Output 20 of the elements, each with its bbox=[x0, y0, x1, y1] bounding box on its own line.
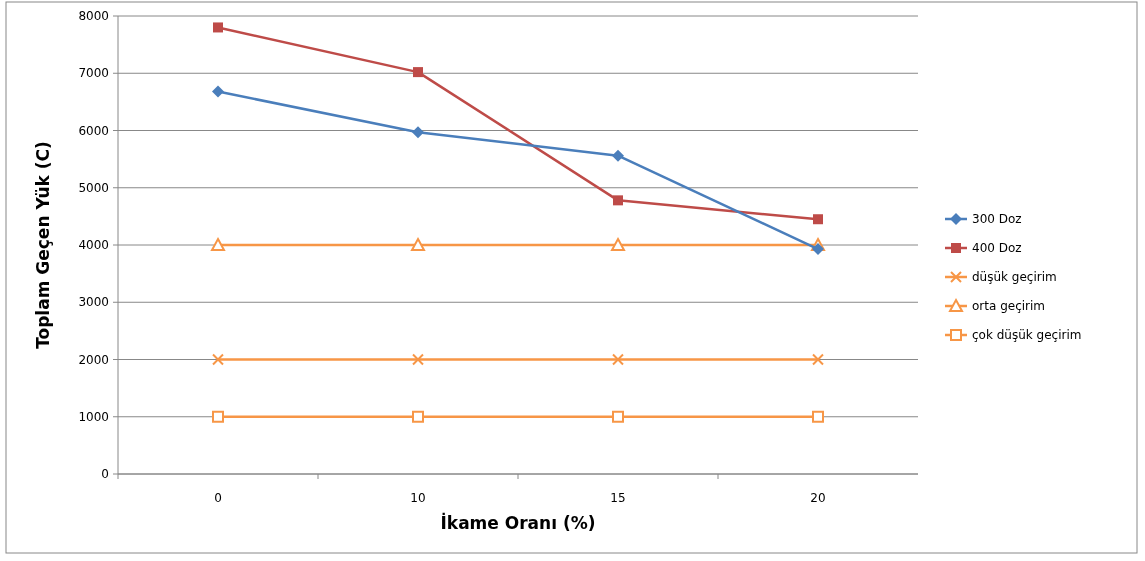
y-tick-label: 5000 bbox=[78, 180, 109, 195]
legend-label: düşük geçirim bbox=[972, 270, 1057, 285]
y-tick-label: 0 bbox=[101, 467, 109, 482]
legend-label: çok düşük geçirim bbox=[972, 328, 1082, 343]
x-tick-label: 0 bbox=[214, 491, 222, 505]
x-axis-title: İkame Oranı (%) bbox=[440, 512, 596, 533]
y-tick-label: 1000 bbox=[78, 409, 109, 424]
x-tick-label: 15 bbox=[610, 491, 626, 505]
y-tick-label: 8000 bbox=[78, 9, 109, 24]
legend-label: orta geçirim bbox=[972, 299, 1046, 314]
y-tick-label: 4000 bbox=[78, 238, 109, 253]
x-tick-label: 20 bbox=[810, 491, 826, 505]
x-tick-label: 10 bbox=[410, 491, 426, 505]
y-tick-label: 3000 bbox=[78, 295, 109, 310]
y-tick-label: 6000 bbox=[78, 123, 109, 138]
y-tick-label: 2000 bbox=[78, 352, 109, 367]
legend-label: 300 Doz bbox=[972, 212, 1022, 227]
y-tick-label: 7000 bbox=[78, 66, 109, 81]
legend-label: 400 Doz bbox=[972, 241, 1022, 256]
y-axis-title: Toplam Geçen Yük (C) bbox=[33, 141, 53, 349]
